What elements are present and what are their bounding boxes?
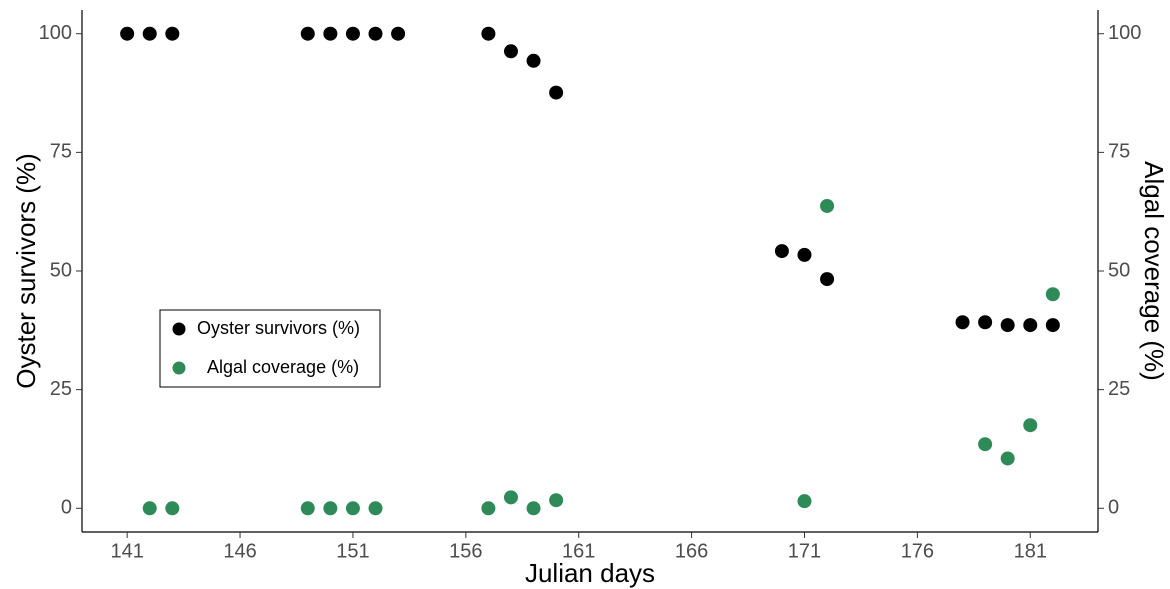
y2-tick-label: 100	[1108, 22, 1141, 44]
y2-axis-title: Algal coverage (%)	[1139, 161, 1169, 381]
y-axis-title: Oyster survivors (%)	[11, 153, 41, 388]
point	[549, 493, 564, 508]
point	[345, 501, 360, 516]
x-tick-label: 171	[788, 540, 821, 562]
x-tick-label: 156	[449, 540, 482, 562]
point	[1023, 318, 1038, 333]
y-tick-label: 25	[50, 378, 72, 400]
y2-tick-label: 25	[1108, 378, 1130, 400]
legend-label: Oyster survivors (%)	[197, 318, 360, 338]
point	[300, 26, 315, 41]
point	[142, 26, 157, 41]
point	[368, 501, 383, 516]
point	[345, 26, 360, 41]
point	[391, 26, 406, 41]
point	[142, 501, 157, 516]
point	[165, 26, 180, 41]
x-tick-label: 166	[675, 540, 708, 562]
y-tick-label: 50	[50, 259, 72, 281]
legend-label: Algal coverage (%)	[207, 357, 359, 377]
y2-tick-label: 75	[1108, 141, 1130, 163]
point	[1023, 418, 1038, 433]
point	[323, 501, 338, 516]
point	[503, 44, 518, 59]
point	[820, 198, 835, 213]
x-tick-label: 146	[223, 540, 256, 562]
y-tick-label: 0	[61, 497, 72, 519]
point	[526, 53, 541, 68]
point	[481, 26, 496, 41]
x-tick-label: 141	[110, 540, 143, 562]
legend-box	[159, 309, 381, 388]
legend-marker	[172, 361, 186, 375]
x-axis-title: Julian days	[525, 558, 655, 588]
point	[503, 490, 518, 505]
point	[1000, 318, 1015, 333]
legend-marker	[172, 322, 186, 336]
point	[526, 501, 541, 516]
point	[1045, 287, 1060, 302]
x-tick-label: 181	[1014, 540, 1047, 562]
point	[820, 272, 835, 287]
point	[978, 315, 993, 330]
y2-tick-label: 0	[1108, 497, 1119, 519]
point	[549, 85, 564, 100]
point	[955, 315, 970, 330]
x-tick-label: 151	[336, 540, 369, 562]
point	[120, 26, 135, 41]
point	[481, 501, 496, 516]
point	[774, 244, 789, 259]
point	[323, 26, 338, 41]
point	[368, 26, 383, 41]
x-tick-label: 161	[562, 540, 595, 562]
point	[797, 494, 812, 509]
point	[797, 247, 812, 262]
point	[978, 437, 993, 452]
point	[1000, 451, 1015, 466]
x-tick-label: 176	[901, 540, 934, 562]
y-tick-label: 100	[39, 22, 72, 44]
y2-tick-label: 50	[1108, 259, 1130, 281]
point	[165, 501, 180, 516]
point	[300, 501, 315, 516]
y-tick-label: 75	[50, 141, 72, 163]
point	[1045, 318, 1060, 333]
